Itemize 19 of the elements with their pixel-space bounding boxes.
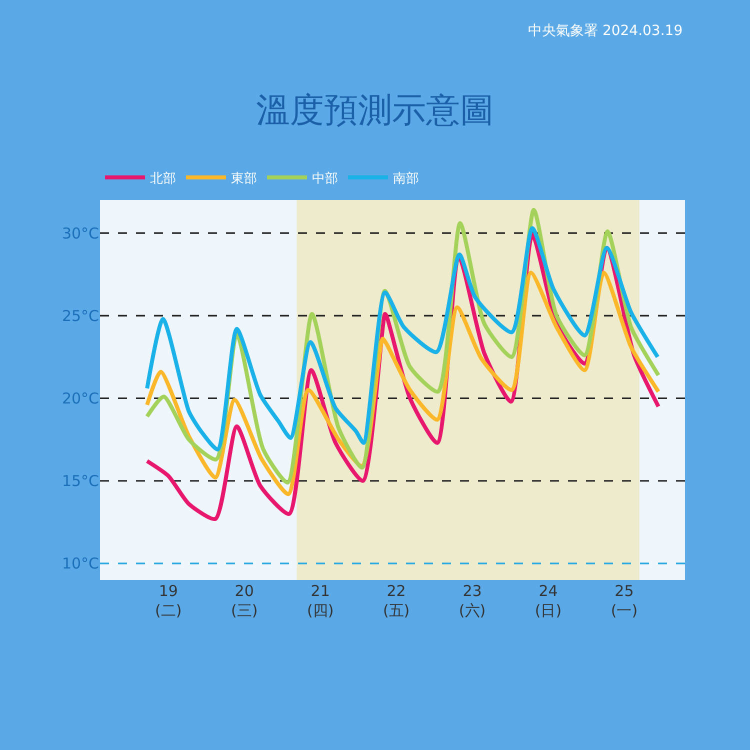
x-tick-label: 22 (五) <box>382 582 410 620</box>
legend-label: 北部 <box>150 171 176 186</box>
x-tick-label: 20 (三) <box>230 582 258 620</box>
text: 中央氣象署 2024.03.19 <box>528 23 683 39</box>
chart-title: 溫度預測示意圖 <box>256 90 494 130</box>
y-tick-label: 15°C <box>62 472 99 490</box>
x-tick-label: 19 (二) <box>155 582 182 620</box>
y-tick-label: 30°C <box>62 224 99 242</box>
y-tick-label: 25°C <box>62 306 99 325</box>
y-tick-label: 10°C <box>62 554 99 573</box>
x-tick-label: 23 (六) <box>458 582 486 620</box>
line-series <box>145 226 660 452</box>
legend-label: 中部 <box>312 171 338 186</box>
legend-label: 東部 <box>231 171 257 186</box>
legend-label: 南部 <box>393 171 419 186</box>
x-tick-label: 24 (日) <box>534 582 562 620</box>
x-tick-label: 21 (四) <box>306 582 334 620</box>
y-tick-label: 20°C <box>62 390 99 408</box>
x-tick-label: 25 (一) <box>610 582 638 620</box>
